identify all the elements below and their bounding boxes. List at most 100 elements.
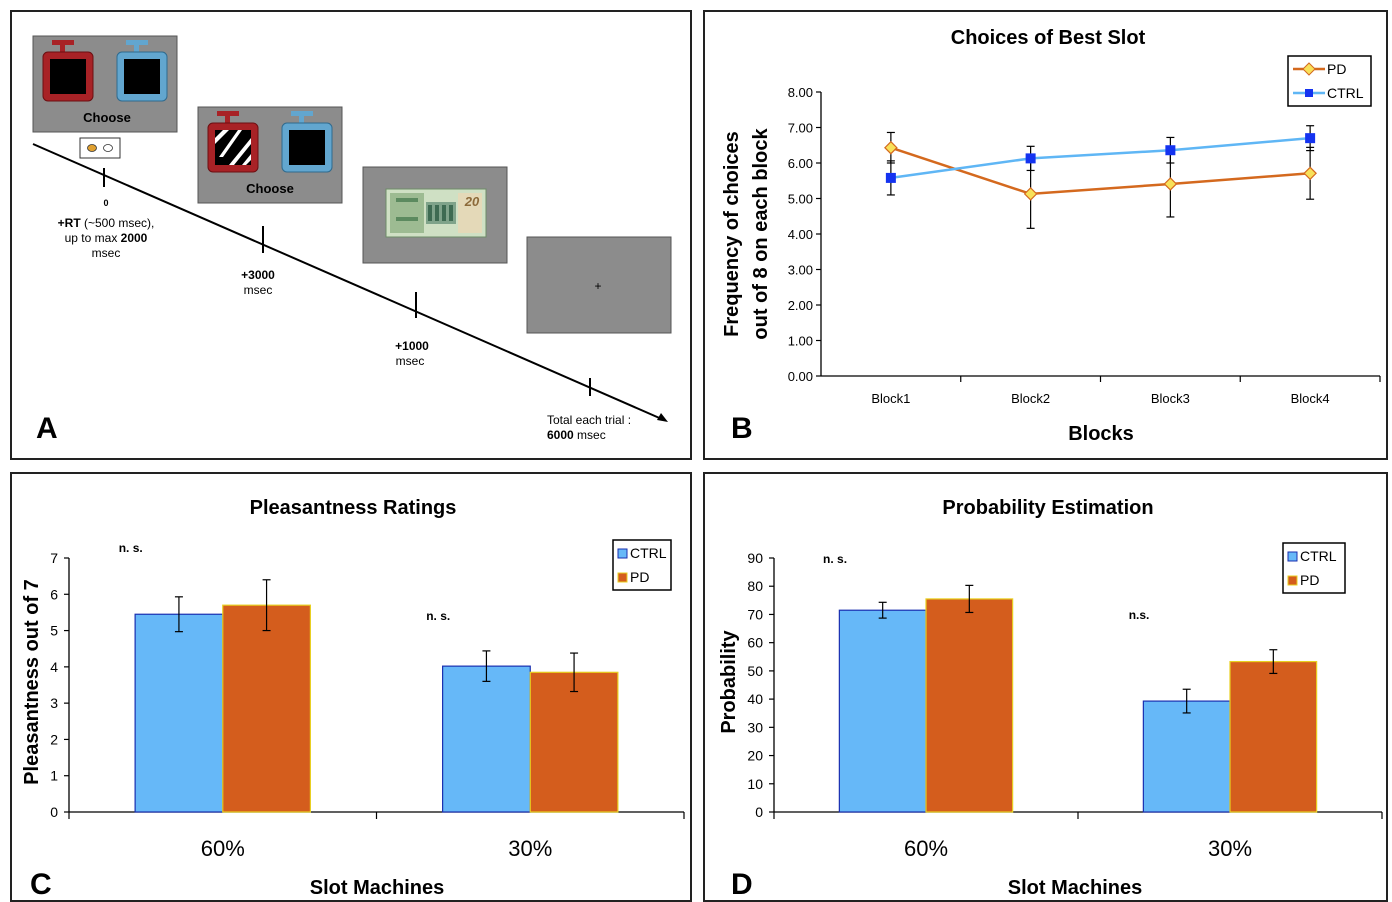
bar-ctrl: [134, 613, 224, 813]
y-tick-label: 50: [747, 663, 763, 679]
trial-timeline-diagram: Choose Choose: [32, 35, 672, 445]
legend-label-ctrl: CTRL: [630, 545, 667, 561]
significance-label: n. s.: [426, 609, 450, 623]
y-axis-title: Probability: [718, 629, 740, 733]
significance-label: n. s.: [119, 541, 143, 555]
banknote-icon: 20: [385, 188, 487, 238]
y-tick-label: 1: [50, 768, 58, 784]
fixation-screen: [526, 236, 672, 334]
x-axis-title: Blocks: [1068, 423, 1134, 445]
legend: CTRL PD: [612, 539, 672, 591]
bar-ctrl: [838, 609, 927, 813]
legend-label-ctrl: CTRL: [1300, 548, 1337, 564]
best-slot-line-chart: Choices of Best Slot Blocks Frequency of…: [721, 27, 1381, 445]
data-point-ctrl: [1165, 145, 1176, 156]
tick2-line1: +1000: [395, 339, 429, 353]
tick1-line1: +3000: [241, 268, 275, 282]
tick2-line2: msec: [396, 354, 425, 368]
y-axis-title: Pleasantness out of 7: [21, 579, 43, 785]
y-tick-label: 7.00: [788, 121, 813, 136]
bar-pd: [529, 671, 619, 813]
tick1-line2: msec: [244, 283, 273, 297]
data-point-pd: [1303, 166, 1317, 181]
y-tick-label: 7: [50, 550, 58, 566]
panel-letter-b: B: [731, 412, 753, 445]
y-axis-title-line1: Frequency of choices: [721, 131, 743, 337]
fixation-cross: +: [594, 279, 601, 293]
plot-area: n. s. n. s.: [119, 541, 619, 813]
panel-c: Pleasantness Ratings Slot Machines Pleas…: [10, 472, 692, 902]
panel-letter-c: C: [30, 868, 52, 901]
slot-machine-red-icon: [42, 40, 94, 102]
y-tick-label: 4: [50, 659, 58, 675]
legend-item-ctrl: CTRL: [1293, 85, 1364, 101]
legend-label-pd: PD: [1327, 61, 1346, 77]
series-line-pd: [890, 146, 1311, 196]
significance-label: n. s.: [823, 552, 847, 566]
y-axis-title-line2: out of 8 on each block: [750, 128, 772, 340]
y-tick-label: 1.00: [788, 334, 813, 349]
legend-item-pd: PD: [1293, 61, 1346, 77]
legend-label-ctrl: CTRL: [1327, 85, 1364, 101]
data-point-pd: [884, 140, 898, 155]
x-tick-label: Block2: [1011, 391, 1050, 406]
screen2-label: Choose: [246, 181, 294, 196]
x-axis-title: Slot Machines: [310, 877, 444, 899]
data-point-pd: [1023, 187, 1038, 201]
x-tick-label: 30%: [1208, 836, 1252, 861]
panel-a: Choose Choose: [10, 10, 692, 460]
series-line-ctrl: [890, 136, 1311, 180]
plot-area: n. s. n.s.: [823, 552, 1318, 813]
legend-item-ctrl: CTRL: [1287, 548, 1337, 564]
bar-pd: [1229, 660, 1318, 813]
panel-letter-d: D: [731, 868, 753, 901]
plot-area: [884, 125, 1317, 229]
y-tick-label: 0: [50, 804, 58, 820]
chart-title: Pleasantness Ratings: [250, 497, 457, 519]
y-axis-ticks: 0 1 2 3 4 5 6 7: [50, 550, 70, 820]
y-tick-label: 80: [747, 578, 763, 594]
slot-machine-blue-icon: [281, 111, 333, 173]
legend-label-pd: PD: [630, 569, 649, 585]
data-point-ctrl: [1025, 153, 1036, 164]
x-axis-ticks: 60% 30%: [773, 811, 1383, 861]
x-tick-label: 60%: [904, 836, 948, 861]
legend-item-ctrl: CTRL: [617, 545, 667, 561]
legend: CTRL PD: [1282, 542, 1346, 594]
x-tick-label: Block3: [1151, 391, 1190, 406]
slot-machine-spinning-icon: [207, 111, 259, 173]
svg-text:20: 20: [464, 194, 480, 209]
screen1-label: Choose: [83, 110, 131, 125]
response-keys-icon: [79, 137, 121, 159]
bar-ctrl: [1142, 700, 1231, 813]
significance-label: n.s.: [1129, 608, 1150, 622]
x-tick-label: 30%: [508, 836, 552, 861]
timeline-arrow: [32, 143, 665, 421]
y-tick-label: 4.00: [788, 227, 813, 242]
bar-pd: [222, 604, 311, 813]
y-tick-label: 30: [747, 719, 763, 735]
data-point-ctrl: [885, 172, 896, 183]
panel-letter-a: A: [36, 412, 58, 445]
pleasantness-bar-chart: Pleasantness Ratings Slot Machines Pleas…: [21, 497, 685, 901]
y-tick-label: 2.00: [788, 298, 813, 313]
arrow-head-icon: [657, 413, 668, 422]
y-tick-label: 3: [50, 695, 58, 711]
y-tick-label: 3.00: [788, 263, 813, 278]
y-tick-label: 70: [747, 606, 763, 622]
y-tick-label: 20: [747, 748, 763, 764]
total-line1: Total each trial :: [547, 413, 631, 427]
y-tick-label: 8.00: [788, 85, 813, 100]
y-tick-label: 6.00: [788, 156, 813, 171]
legend-item-pd: PD: [1287, 572, 1319, 588]
y-axis-ticks: 0 10 20 30 40 50 60 70 80 90: [747, 550, 775, 820]
tick0-line3: msec: [92, 246, 121, 260]
data-point-pd: [1163, 177, 1178, 191]
y-tick-label: 5.00: [788, 192, 813, 207]
y-tick-label: 10: [747, 776, 763, 792]
y-tick-label: 2: [50, 731, 58, 747]
tick0-zero: 0: [103, 198, 108, 208]
y-tick-label: 0.00: [788, 369, 813, 384]
y-tick-label: 0: [755, 804, 763, 820]
chart-title: Choices of Best Slot: [951, 27, 1146, 49]
